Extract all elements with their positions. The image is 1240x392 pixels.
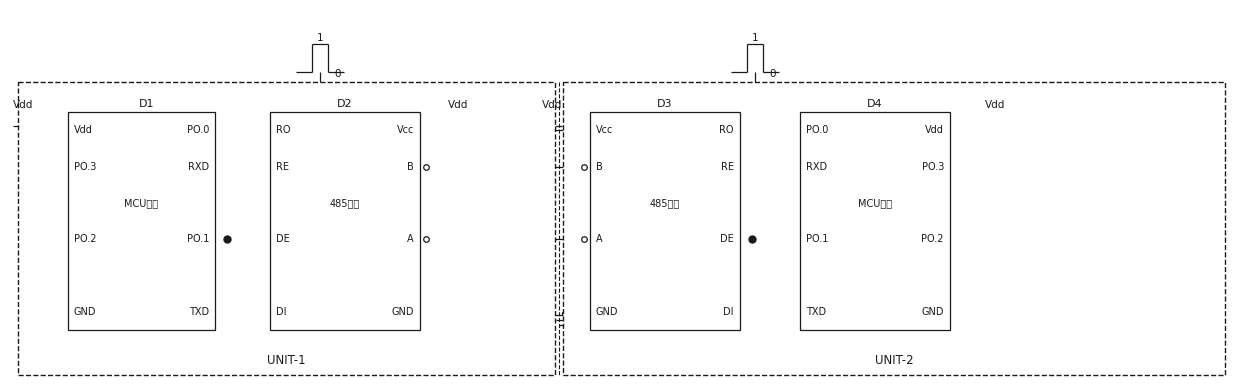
- Bar: [563, 82, 1225, 375]
- Text: DI: DI: [723, 307, 734, 317]
- Text: TXD: TXD: [806, 307, 826, 317]
- Bar: [68, 112, 215, 330]
- Text: RO: RO: [277, 125, 290, 135]
- Text: B: B: [407, 162, 414, 172]
- Text: MCU芯片: MCU芯片: [858, 198, 892, 208]
- Text: GND: GND: [921, 307, 944, 317]
- Text: UNIT-1: UNIT-1: [267, 354, 306, 368]
- Text: Vcc: Vcc: [397, 125, 414, 135]
- Text: Vdd: Vdd: [12, 100, 33, 110]
- Text: Vdd: Vdd: [985, 100, 1006, 110]
- Text: PO.2: PO.2: [921, 234, 944, 244]
- Text: PO.2: PO.2: [74, 234, 97, 244]
- Text: RXD: RXD: [806, 162, 827, 172]
- Text: GND: GND: [596, 307, 619, 317]
- Text: DI: DI: [277, 307, 286, 317]
- Text: PO.1: PO.1: [187, 234, 210, 244]
- Text: A: A: [596, 234, 603, 244]
- Text: 0: 0: [769, 69, 775, 79]
- Text: Vdd: Vdd: [542, 100, 562, 110]
- Text: B: B: [596, 162, 603, 172]
- Text: 1: 1: [316, 33, 324, 43]
- Text: PO.0: PO.0: [187, 125, 210, 135]
- Text: Vdd: Vdd: [74, 125, 93, 135]
- Text: GND: GND: [74, 307, 97, 317]
- Bar: [19, 82, 556, 375]
- Text: 1: 1: [751, 33, 759, 43]
- Bar: [800, 112, 950, 330]
- Text: PO.3: PO.3: [74, 162, 97, 172]
- Text: Vdd: Vdd: [925, 125, 944, 135]
- Bar: [590, 112, 740, 330]
- Text: GND: GND: [392, 307, 414, 317]
- Text: Vcc: Vcc: [596, 125, 614, 135]
- Text: 0: 0: [334, 69, 341, 79]
- Text: PO.3: PO.3: [921, 162, 944, 172]
- Text: 485芯片: 485芯片: [650, 198, 680, 208]
- Bar: [270, 112, 420, 330]
- Text: 485芯片: 485芯片: [330, 198, 360, 208]
- Text: UNIT-2: UNIT-2: [874, 354, 914, 368]
- Text: RXD: RXD: [188, 162, 210, 172]
- Text: DE: DE: [277, 234, 290, 244]
- Text: D1: D1: [139, 99, 154, 109]
- Text: Vdd: Vdd: [448, 100, 469, 110]
- Text: TXD: TXD: [188, 307, 210, 317]
- Text: RE: RE: [720, 162, 734, 172]
- Text: A: A: [408, 234, 414, 244]
- Text: PO.1: PO.1: [806, 234, 828, 244]
- Text: RO: RO: [719, 125, 734, 135]
- Text: D2: D2: [337, 99, 353, 109]
- Text: D4: D4: [867, 99, 883, 109]
- Text: PO.0: PO.0: [806, 125, 828, 135]
- Text: DE: DE: [720, 234, 734, 244]
- Text: MCU芯片: MCU芯片: [124, 198, 159, 208]
- Text: D3: D3: [657, 99, 673, 109]
- Text: RE: RE: [277, 162, 289, 172]
